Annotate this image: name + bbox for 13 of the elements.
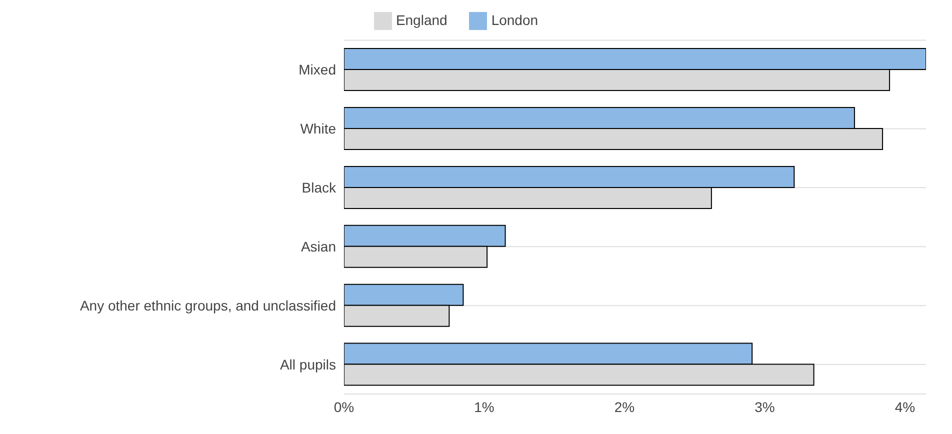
- x-tick-label: 4%: [894, 398, 916, 415]
- y-tick-label: Black: [302, 180, 337, 196]
- legend-label: England: [396, 12, 448, 28]
- y-tick-label: Any other ethnic groups, and unclassified: [80, 298, 336, 314]
- y-tick-label: Mixed: [298, 62, 336, 78]
- x-tick-label: 3%: [754, 398, 775, 415]
- x-tick-label: 1%: [474, 398, 494, 415]
- x-tick-label: 0%: [334, 398, 354, 415]
- y-tick-label: White: [300, 120, 336, 137]
- legend-label: London: [491, 12, 538, 28]
- y-tick-label: Asian: [300, 238, 336, 255]
- x-tick-label: 2%: [614, 398, 635, 415]
- y-tick-label: All pupils: [280, 356, 336, 372]
